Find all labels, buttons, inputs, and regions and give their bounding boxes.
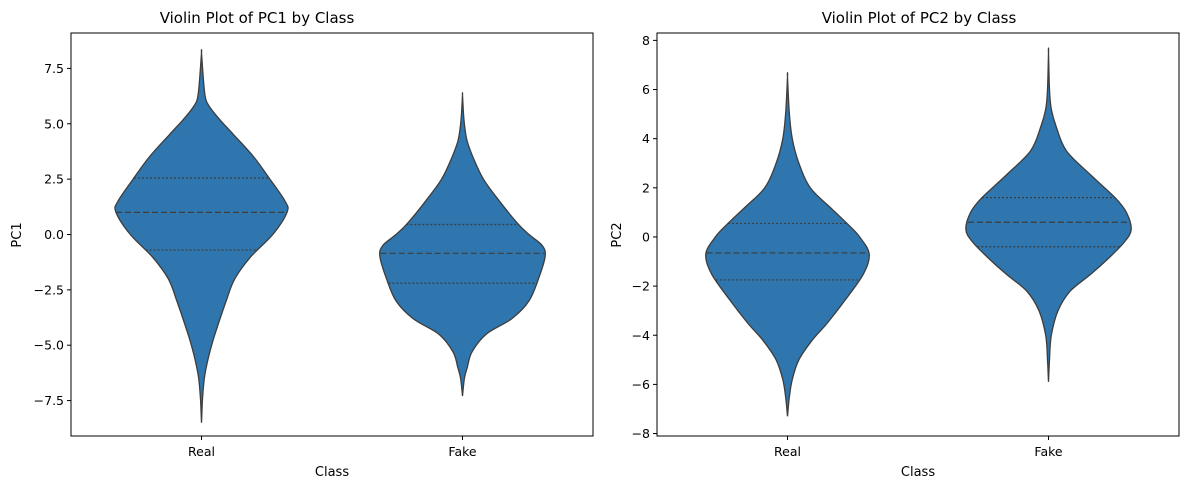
y-tick-label: −6 [632,377,650,392]
axes-frame [70,32,594,437]
y-tick-label: −2 [632,279,650,294]
violin-real [705,71,870,417]
x-tick-label: Real [188,444,215,459]
panel-pc2: Violin Plot of PC2 by Class −8 −6 −4 −2 0 2 4 6… [610,9,1180,480]
x-axis-label: Class [315,465,349,480]
y-tick-label: 6 [642,82,650,97]
y-tick-label: −2.5 [34,282,64,297]
plot-area: −7.5 −5.0 −2.5 0.0 2.5 5.0 7.5 Real Fake [34,48,546,459]
chart-title: Violin Plot of PC2 by Class [822,9,1017,27]
chart-title: Violin Plot of PC1 by Class [160,9,355,27]
y-tick-label: 7.5 [44,61,64,76]
y-tick-label: −4 [632,328,650,343]
x-tick-label: Fake [448,444,476,459]
plot-area: −8 −6 −4 −2 0 2 4 6 8 Real Fake [632,33,1132,459]
x-tick-label: Real [774,444,801,459]
y-tick-label: 2.5 [44,172,64,187]
y-axis-label: PC1 [10,222,25,247]
y-tick-label: −7.5 [34,393,64,408]
y-tick-label: 0.0 [44,227,64,242]
y-axis-label: PC2 [610,222,625,247]
y-tick-label: −5.0 [34,338,64,353]
panel-pc1: Violin Plot of PC1 by Class −7.5 −5.0 −2.5… [10,9,594,480]
y-tick-label: 4 [642,131,650,146]
axes-frame [656,32,1180,437]
y-tick-label: 0 [642,229,650,244]
y-tick-label: 8 [642,33,650,48]
x-axis-label: Class [901,465,935,480]
x-tick-label: Fake [1034,444,1062,459]
y-tick-label: 2 [642,180,650,195]
violin-fake [965,47,1132,382]
y-tick-label: −8 [632,426,650,441]
violin-real [114,48,289,423]
violin-fake [379,92,546,397]
y-tick-label: 5.0 [44,116,64,131]
